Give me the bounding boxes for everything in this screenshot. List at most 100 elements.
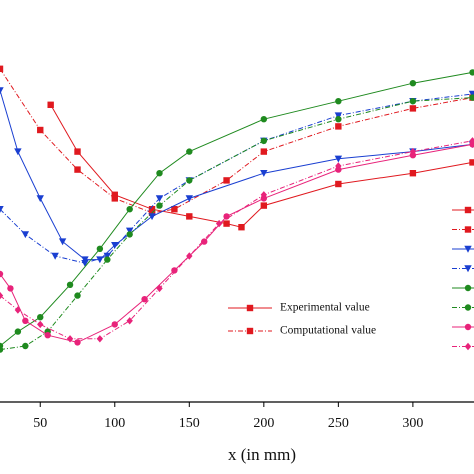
marker xyxy=(0,346,4,353)
marker xyxy=(186,148,193,155)
marker xyxy=(0,65,4,72)
marker xyxy=(335,116,342,123)
marker xyxy=(335,123,342,130)
series xyxy=(0,90,474,267)
legend-label: Experimental value xyxy=(280,302,370,314)
marker xyxy=(111,321,118,328)
marker xyxy=(14,148,22,156)
marker xyxy=(126,231,133,238)
x-tick-label: 150 xyxy=(179,416,200,431)
marker xyxy=(44,332,51,339)
marker xyxy=(464,226,472,233)
marker xyxy=(246,327,254,335)
marker xyxy=(141,296,148,303)
marker xyxy=(125,227,134,235)
marker xyxy=(74,339,81,346)
marker xyxy=(155,195,164,203)
marker xyxy=(238,224,245,231)
marker xyxy=(156,170,163,177)
marker xyxy=(111,242,119,249)
marker xyxy=(0,87,4,95)
marker xyxy=(260,191,268,199)
marker xyxy=(464,323,472,331)
marker xyxy=(223,220,230,227)
marker xyxy=(464,284,472,292)
marker xyxy=(156,202,163,209)
marker xyxy=(201,238,208,245)
x-tick-label: 100 xyxy=(104,416,125,431)
marker xyxy=(0,270,4,278)
legend-sample xyxy=(452,245,474,253)
marker xyxy=(66,335,74,343)
series-line xyxy=(0,143,473,343)
marker xyxy=(0,291,4,300)
marker xyxy=(409,80,417,87)
marker xyxy=(260,116,268,123)
marker xyxy=(126,317,133,325)
marker xyxy=(74,148,81,155)
marker xyxy=(260,148,268,155)
marker xyxy=(409,105,417,112)
marker xyxy=(74,292,81,299)
marker xyxy=(58,238,67,246)
marker xyxy=(464,342,472,351)
marker xyxy=(81,256,89,264)
marker xyxy=(335,162,342,170)
marker xyxy=(409,170,417,177)
marker xyxy=(171,267,178,274)
marker xyxy=(14,328,22,335)
marker xyxy=(126,206,133,213)
marker xyxy=(36,195,44,203)
marker xyxy=(335,180,342,188)
marker xyxy=(22,317,29,324)
x-tick-label: 250 xyxy=(328,416,349,431)
marker xyxy=(148,206,156,213)
legend-sample xyxy=(452,304,474,311)
marker xyxy=(103,252,112,260)
marker xyxy=(469,137,474,145)
marker xyxy=(22,342,29,350)
marker xyxy=(335,98,342,105)
marker xyxy=(148,213,156,221)
series-line xyxy=(0,93,473,264)
series-line xyxy=(50,104,473,228)
legend-sample xyxy=(452,265,474,273)
marker xyxy=(223,177,230,184)
marker xyxy=(464,206,472,214)
legend-sample xyxy=(452,206,474,214)
marker xyxy=(37,320,44,329)
marker xyxy=(186,252,193,260)
series xyxy=(0,87,474,264)
marker xyxy=(464,304,472,311)
marker xyxy=(21,231,30,239)
marker xyxy=(215,219,223,228)
marker xyxy=(246,304,254,312)
legend-label: Computational value xyxy=(280,325,376,337)
marker xyxy=(47,101,54,108)
marker xyxy=(464,245,472,253)
series-line xyxy=(0,71,473,347)
legend-sample xyxy=(452,323,474,331)
marker xyxy=(185,195,194,203)
marker xyxy=(469,69,474,76)
marker xyxy=(171,206,178,213)
x-tick-label: 50 xyxy=(33,416,47,431)
legend-item: Computational value xyxy=(228,325,376,337)
marker xyxy=(0,206,4,213)
marker xyxy=(74,166,81,173)
marker xyxy=(260,137,268,144)
x-tick-label: 300 xyxy=(402,416,423,431)
series-line xyxy=(0,97,473,351)
marker xyxy=(464,265,472,273)
marker xyxy=(469,94,474,101)
marker xyxy=(14,306,22,314)
marker xyxy=(260,170,268,177)
marker xyxy=(96,245,104,252)
series xyxy=(47,101,474,231)
x-tick-label: 200 xyxy=(253,416,274,431)
marker xyxy=(409,98,417,105)
legend-item: Experimental value xyxy=(228,302,370,314)
marker xyxy=(334,112,343,120)
marker xyxy=(81,260,89,267)
marker xyxy=(66,281,74,288)
